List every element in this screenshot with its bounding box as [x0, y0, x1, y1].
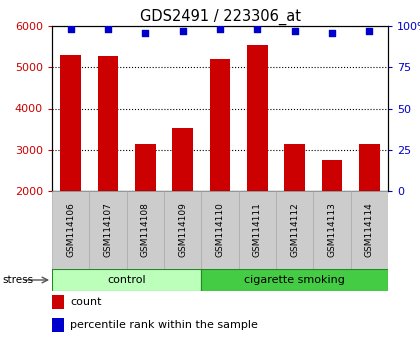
Point: [328, 30, 335, 35]
Point: [179, 28, 186, 34]
Bar: [201, 269, 388, 291]
Bar: [89, 191, 127, 269]
Text: cigarette smoking: cigarette smoking: [244, 275, 345, 285]
Bar: [313, 191, 351, 269]
Point: [217, 27, 223, 32]
Bar: [359, 144, 380, 191]
Bar: [60, 55, 81, 191]
Point: [366, 28, 373, 34]
Text: control: control: [108, 275, 146, 285]
Text: GSM114109: GSM114109: [178, 202, 187, 257]
Point: [142, 30, 149, 35]
Text: count: count: [71, 297, 102, 307]
Bar: [172, 128, 193, 191]
Bar: [322, 160, 342, 191]
Bar: [127, 191, 164, 269]
Bar: [52, 295, 64, 309]
Point: [67, 27, 74, 32]
Point: [291, 28, 298, 34]
Bar: [201, 191, 239, 269]
Bar: [135, 144, 155, 191]
Text: GSM114113: GSM114113: [328, 202, 336, 257]
Point: [105, 27, 111, 32]
Bar: [52, 191, 89, 269]
Text: percentile rank within the sample: percentile rank within the sample: [71, 320, 258, 330]
Text: GSM114106: GSM114106: [66, 202, 75, 257]
Text: GSM114112: GSM114112: [290, 202, 299, 257]
Text: GSM114110: GSM114110: [215, 202, 225, 257]
Text: stress: stress: [2, 275, 33, 285]
Bar: [164, 191, 201, 269]
Bar: [52, 318, 64, 332]
Bar: [351, 191, 388, 269]
Text: GSM114108: GSM114108: [141, 202, 150, 257]
Bar: [210, 59, 230, 191]
Text: GSM114107: GSM114107: [103, 202, 113, 257]
Text: GSM114111: GSM114111: [253, 202, 262, 257]
Bar: [276, 191, 313, 269]
Bar: [247, 45, 268, 191]
Point: [254, 27, 261, 32]
Bar: [239, 191, 276, 269]
Bar: [52, 269, 201, 291]
Text: GSM114114: GSM114114: [365, 202, 374, 257]
Bar: [284, 144, 305, 191]
Bar: [98, 56, 118, 191]
Title: GDS2491 / 223306_at: GDS2491 / 223306_at: [139, 8, 300, 25]
